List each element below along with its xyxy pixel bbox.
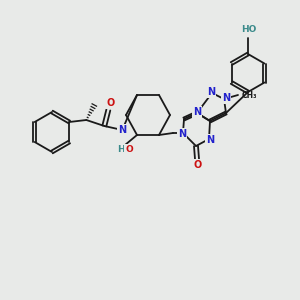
Text: O: O [194, 160, 202, 170]
Text: N: N [118, 125, 126, 135]
Text: HO: HO [241, 25, 257, 34]
Text: N: N [193, 107, 201, 117]
Text: N: N [222, 93, 230, 103]
Text: H: H [117, 145, 125, 154]
Text: N: N [178, 129, 186, 139]
Text: N: N [206, 135, 214, 145]
Text: O: O [106, 98, 114, 108]
Text: O: O [125, 145, 133, 154]
Text: N: N [207, 87, 215, 97]
Text: CH₃: CH₃ [242, 91, 257, 100]
